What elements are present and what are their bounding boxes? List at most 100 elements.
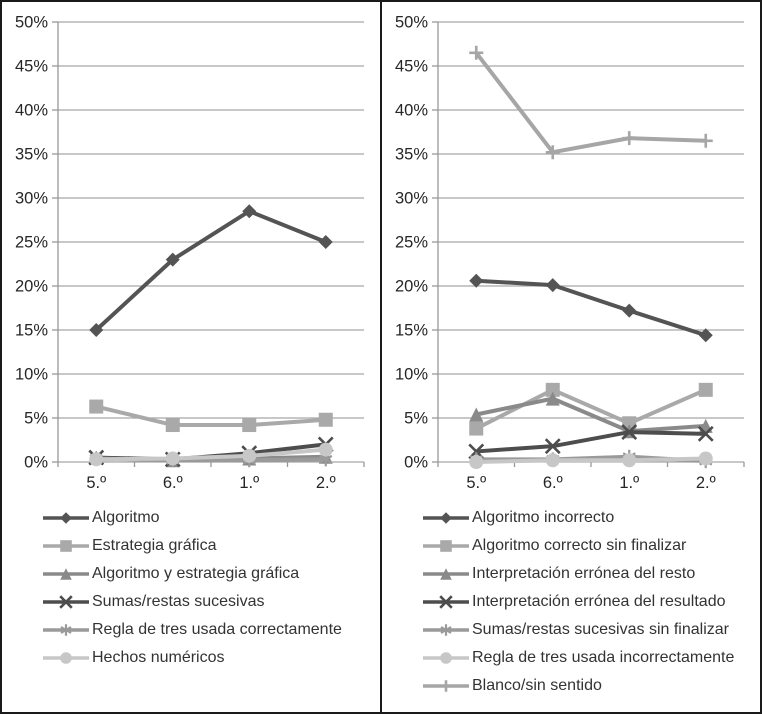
triangle-legend-marker-icon (60, 568, 72, 580)
y-tick-label: 15% (395, 322, 428, 340)
series-line (476, 278, 707, 338)
y-tick-label: 15% (15, 322, 48, 340)
legend-item: Estrategia gráfica (42, 532, 380, 560)
legend-marker-icon (43, 595, 89, 609)
y-tick-label: 50% (395, 14, 428, 32)
strategies-legend: Algoritmo Estrategia gráfica Algoritmo y e… (2, 504, 380, 672)
legend-marker-icon (423, 512, 469, 524)
y-tick-label: 30% (395, 190, 428, 208)
x-category-label: 2.º (316, 474, 336, 492)
square-marker-icon (318, 412, 333, 427)
legend-label: Estrategia gráfica (92, 537, 217, 554)
y-tick-label: 10% (15, 366, 48, 384)
triangle-marker-icon (469, 407, 484, 422)
legend-marker-icon (423, 595, 469, 609)
square-legend-marker-icon (440, 540, 452, 552)
x-category-label: 1.º (619, 474, 639, 492)
legend-marker-icon (43, 624, 89, 636)
legend-label: Algoritmo correcto sin finalizar (472, 537, 687, 554)
series-line (95, 404, 326, 428)
legend-label: Algoritmo y estrategia gráfica (92, 565, 300, 582)
legend-item: Algoritmo (42, 504, 380, 532)
y-tick-label: 5% (404, 410, 428, 428)
y-tick-label: 45% (395, 58, 428, 76)
square-marker-icon (545, 382, 560, 397)
legend-label: Blanco/sin sentido (472, 677, 602, 694)
legend-item: Algoritmo incorrecto (422, 504, 760, 532)
y-tick-label: 25% (15, 234, 48, 252)
x-category-label: 1.º (239, 474, 259, 492)
legend-label: Algoritmo incorrecto (472, 509, 615, 526)
x-legend-marker-icon (439, 595, 453, 609)
diamond-marker-icon (545, 278, 560, 293)
square-legend-marker-icon (60, 540, 72, 552)
x-category-label: 5.º (86, 474, 106, 492)
asterisk-legend-marker-icon (60, 624, 72, 636)
x-legend-marker-icon (59, 595, 73, 609)
y-tick-label: 20% (15, 278, 48, 296)
diamond-marker-icon (89, 323, 104, 337)
legend-item: Sumas/restas sucesivas sin finalizar (422, 616, 760, 644)
circle-marker-icon (469, 455, 484, 469)
triangle-marker-icon (545, 391, 560, 406)
legend-item: Algoritmo y estrategia gráfica (42, 560, 380, 588)
circle-marker-icon (165, 451, 180, 466)
circle-marker-icon (318, 442, 333, 457)
y-tick-label: 30% (15, 190, 48, 208)
circle-marker-icon (622, 453, 637, 468)
y-tick-label: 45% (15, 58, 48, 76)
circle-marker-icon (545, 453, 560, 468)
plus-marker-icon (545, 145, 560, 160)
plus-marker-icon (469, 45, 484, 60)
legend-label: Sumas/restas sucesivas sin finalizar (472, 621, 729, 638)
legend-label: Hechos numéricos (92, 649, 225, 666)
legend-label: Regla de tres usada incorrectamente (472, 649, 735, 666)
series-line (96, 447, 326, 462)
plus-marker-icon (698, 133, 713, 148)
diamond-legend-marker-icon (440, 512, 452, 524)
series-line (474, 51, 706, 155)
legend-item: Blanco/sin sentido (422, 672, 760, 700)
asterisk-legend-marker-icon (440, 624, 452, 636)
x-category-label: 2.º (696, 474, 716, 492)
x-marker-icon (621, 424, 638, 440)
circle-legend-marker-icon (440, 652, 452, 664)
legend-label: Sumas/restas sucesivas (92, 593, 265, 610)
y-tick-label: 25% (395, 234, 428, 252)
legend-marker-icon (423, 540, 469, 552)
square-marker-icon (165, 418, 180, 433)
errors-legend: Algoritmo incorrecto Algoritmo correcto s… (382, 504, 760, 700)
y-tick-label: 5% (24, 410, 48, 428)
legend-label: Algoritmo (92, 509, 160, 526)
y-tick-label: 40% (395, 102, 428, 120)
x-category-label: 5.º (466, 474, 486, 492)
y-tick-label: 20% (395, 278, 428, 296)
legend-item: Interpretación errónea del resultado (422, 588, 760, 616)
plus-legend-marker-icon (440, 680, 452, 692)
errors-chart: 50% 45% 40% 35% 30% 25% 20% 15% 10% 5% 0% 5.º 6.º 1.º… (395, 14, 745, 492)
series-line (475, 396, 706, 434)
x-marker-icon (697, 425, 714, 442)
circle-legend-marker-icon (60, 652, 72, 664)
y-tick-label: 50% (15, 14, 48, 32)
legend-item: Interpretación errónea del resto (422, 560, 760, 588)
legend-item: Algoritmo correcto sin finalizar (422, 532, 760, 560)
legend-label: Regla de tres usada correctamente (92, 621, 342, 638)
panel-divider (380, 2, 382, 712)
plus-marker-icon (622, 131, 637, 146)
x-marker-icon (544, 438, 561, 455)
square-marker-icon (89, 399, 104, 414)
square-marker-icon (698, 382, 713, 397)
legend-item: Regla de tres usada incorrectamente (422, 644, 760, 672)
legend-marker-icon (423, 568, 469, 580)
legend-label: Interpretación errónea del resultado (472, 593, 726, 610)
y-tick-label: 40% (15, 102, 48, 120)
diamond-marker-icon (242, 204, 257, 219)
x-category-label: 6.º (163, 474, 183, 492)
square-marker-icon (242, 418, 257, 433)
triangle-legend-marker-icon (440, 568, 452, 580)
legend-marker-icon (43, 540, 89, 552)
y-tick-label: 35% (395, 146, 428, 164)
x-category-label: 6.º (543, 474, 563, 492)
